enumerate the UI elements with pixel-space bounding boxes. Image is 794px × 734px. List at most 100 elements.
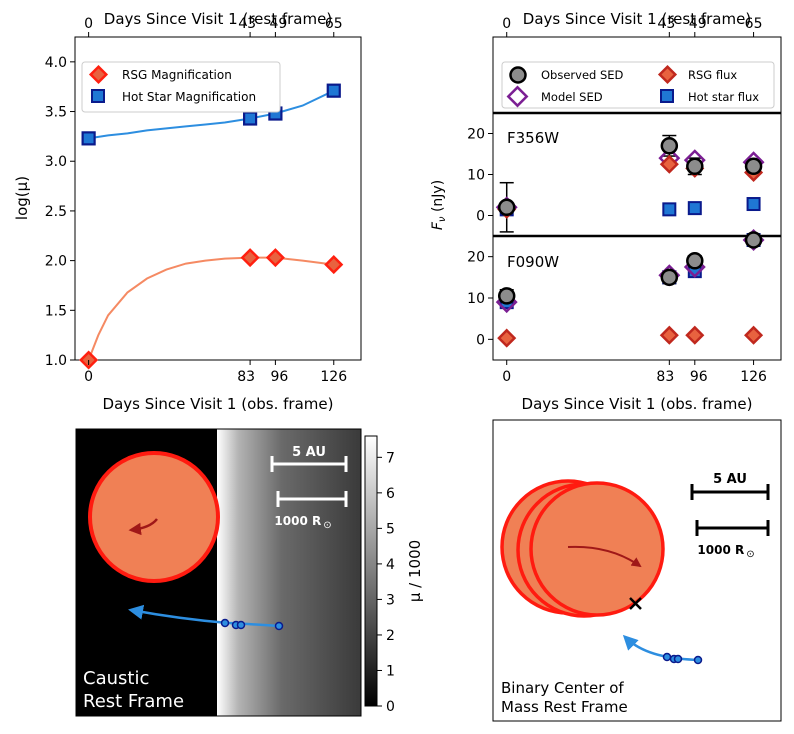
colorbar-tick-label: 1	[386, 663, 395, 679]
f356w-y-tick-label: 10	[467, 168, 485, 184]
caustic-gradient-region	[217, 429, 361, 716]
f356w-hot-star-flux-point	[662, 202, 677, 217]
binary-frame-label-line1: Binary Center of	[501, 679, 624, 697]
colorbar-label: μ / 1000	[406, 540, 424, 602]
legend-rsg-flux-label: RSG flux	[688, 68, 737, 82]
hot-star-position	[220, 618, 230, 628]
magnification-axes-frame	[74, 36, 362, 361]
rsg-magnification-point	[240, 248, 260, 268]
hot-star-magnification-point	[243, 111, 258, 126]
y-tick-label: 4.0	[45, 55, 67, 71]
binary-hot-star-position	[693, 655, 703, 665]
band-label-f356w: F356W	[507, 129, 559, 147]
colorbar-tick-label: 2	[386, 628, 395, 644]
colorbar-tick-label: 3	[386, 592, 395, 608]
f356w-hot-star-flux-point	[746, 197, 761, 212]
colorbar-tick-label: 6	[386, 486, 395, 502]
sed-x-tick-label: 96	[690, 369, 708, 385]
band-label-f090w: F090W	[507, 253, 559, 271]
caustic-panel: 5 AU 1000 R ⊙ Caustic Rest Frame 0 1 2 3 4 5 6 7…	[75, 428, 424, 717]
f090w-observed-sed-point	[744, 231, 763, 249]
f090w-y-tick-label: 20	[467, 250, 485, 266]
binary-hot-star-position	[662, 652, 672, 662]
rsg-motion-arrow	[128, 518, 158, 536]
x-tick-label: 83	[237, 369, 255, 385]
legend-rsg-marker	[88, 64, 109, 85]
caustic-frame	[75, 428, 362, 717]
sed-top-tick-label: 65	[745, 16, 763, 32]
legend-box	[81, 61, 281, 113]
legend-observed-marker	[509, 66, 527, 84]
colorbar-tick-label: 5	[386, 521, 395, 537]
sed-x-tick-label: 126	[740, 369, 767, 385]
rsg-model-curve	[87, 256, 334, 361]
binary-frame-label-line2: Mass Rest Frame	[501, 698, 628, 716]
binary-motion-arrow	[567, 545, 642, 568]
legend-hot-marker	[91, 89, 105, 103]
hot-star-magnification-point	[326, 83, 341, 98]
y-tick-label: 1.5	[45, 303, 67, 319]
sed-top-tick-label: 0	[502, 16, 511, 32]
magnification-top-xlabel: Days Since Visit 1 (rest frame)	[104, 10, 332, 28]
x-tick-label: 0	[84, 369, 93, 385]
legend-hot-label: Hot Star Magnification	[122, 90, 256, 104]
f356w-observed-sed-point	[660, 137, 679, 155]
f356w-observed-sed-point	[497, 198, 516, 217]
caustic-scale-1000rsun: 1000 R ⊙	[274, 514, 331, 531]
top-tick-label: 0	[84, 16, 93, 32]
colorbar-tick-label: 4	[386, 557, 395, 573]
f090w-observed-sed-point	[686, 252, 704, 270]
sed-ylabel: Fν (nJy)	[430, 180, 448, 230]
magnification-chart: 0 83 96 126 0 43 49 65 1.0 1.5 2.0 2.5 3.0 3.5 4.0 D…	[13, 10, 362, 413]
y-tick-label: 3.0	[45, 154, 67, 170]
sed-legend: Observed SED Model SED RSG flux Hot star…	[501, 61, 775, 109]
f090w-y-tick-label: 0	[476, 332, 485, 348]
x-tick-label: 96	[270, 369, 288, 385]
f090w-rsg-flux-point	[497, 328, 517, 348]
f356w-observed-sed-point	[686, 157, 704, 176]
f090w-rsg-flux-point	[685, 325, 705, 345]
top-tick-label: 49	[269, 16, 287, 32]
f090w-y-tick-label: 10	[467, 291, 485, 307]
y-tick-label: 1.0	[45, 353, 67, 369]
caustic-frame-label-line2: Rest Frame	[83, 691, 184, 712]
binary-hot-star-position	[673, 654, 683, 664]
colorbar-tick-label: 0	[386, 699, 395, 715]
binary-scale-1000rsun: 1000 R ⊙	[697, 543, 754, 560]
hot-star-magnification-point	[81, 131, 96, 146]
f090w-observed-sed-point	[660, 268, 679, 287]
legend-model-label: Model SED	[541, 90, 603, 104]
binary-scale-5au: 5 AU	[713, 472, 747, 487]
legend-model-marker	[506, 85, 529, 108]
f356w-y-tick-label: 20	[467, 127, 485, 143]
y-tick-label: 2.0	[45, 254, 67, 270]
f356w-y-tick-label: 0	[476, 209, 485, 225]
rsg-star-disc	[88, 451, 220, 583]
legend-hot-flux-label: Hot star flux	[688, 90, 759, 104]
top-tick-label: 65	[325, 16, 343, 32]
rsg-magnification-point	[265, 248, 285, 268]
f090w-rsg-flux-point	[744, 325, 764, 345]
sed-x-tick-label: 0	[502, 369, 511, 385]
f090w-observed-sed-point	[497, 287, 516, 305]
sed-top-tick-label: 43	[657, 16, 675, 32]
legend-hot-flux-marker	[660, 89, 674, 103]
magnification-ylabel: log(μ)	[13, 176, 31, 220]
binary-panel: 5 AU 1000 R ⊙ Binary Center of Mass Rest …	[492, 419, 782, 722]
hot-star-position	[236, 620, 246, 630]
sed-axes-frame	[492, 36, 782, 361]
hot-star-position	[274, 621, 284, 631]
caustic-scale-bars	[270, 456, 348, 507]
caustic-scale-5au: 5 AU	[292, 445, 326, 460]
colorbar	[364, 435, 378, 707]
legend-observed-label: Observed SED	[541, 68, 624, 82]
y-tick-label: 3.5	[45, 105, 67, 121]
legend-rsg-label: RSG Magnification	[122, 68, 232, 82]
f090w-rsg-flux-point	[659, 325, 679, 345]
f356w-observed-sed-point	[744, 157, 763, 176]
sed-legend-box	[501, 61, 775, 109]
magnification-legend: RSG Magnification Hot Star Magnification	[81, 61, 281, 113]
sed-x-tick-label: 83	[656, 369, 674, 385]
